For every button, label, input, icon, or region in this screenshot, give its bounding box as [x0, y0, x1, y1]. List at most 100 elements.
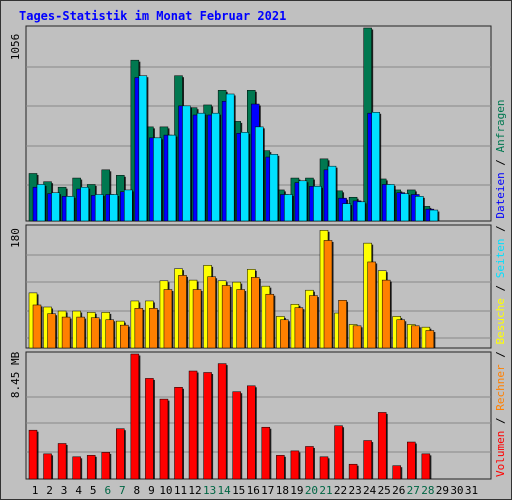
bar-visits-rechner-15 [236, 289, 245, 349]
bar-volume-volumen-22 [334, 425, 343, 480]
side-legend-rechner: Rechner [494, 364, 507, 411]
bar-hits-seiten-9 [153, 137, 162, 222]
bar-visits-rechner-14 [221, 285, 231, 349]
x-tick-23: 23 [348, 484, 361, 497]
bar-hits-seiten-22 [342, 203, 351, 222]
bar-visits-rechner-27 [411, 325, 420, 349]
bar-hits-seiten-24 [371, 112, 380, 222]
bar-volume-volumen-14 [217, 363, 227, 480]
bar-volume-volumen-2 [43, 453, 52, 480]
x-tick-29: 29 [436, 484, 449, 497]
x-tick-3: 3 [61, 484, 68, 497]
bar-hits-seiten-1 [36, 184, 46, 222]
x-tick-17: 17 [261, 484, 274, 497]
bar-hits-seiten-12 [196, 112, 206, 222]
bar-hits-seiten-18 [284, 194, 293, 222]
bar-volume-volumen-26 [392, 465, 401, 480]
side-legend-separator: / [494, 411, 507, 431]
bar-volume-volumen-13 [203, 372, 212, 480]
x-tick-18: 18 [276, 484, 289, 497]
x-tick-10: 10 [159, 484, 172, 497]
x-tick-27: 27 [407, 484, 420, 497]
side-legend-anfragen: Anfragen [494, 99, 507, 152]
bar-volume-volumen-20 [305, 446, 314, 480]
bar-visits-rechner-20 [309, 295, 318, 349]
x-tick-15: 15 [232, 484, 245, 497]
bar-volume-volumen-17 [261, 426, 271, 480]
bar-hits-seiten-19 [298, 180, 308, 222]
bar-volume-volumen-21 [319, 456, 329, 480]
bar-visits-rechner-5 [90, 317, 100, 349]
bar-hits-seiten-7 [124, 189, 133, 222]
bar-visits-rechner-23 [352, 325, 362, 349]
x-tick-20: 20 [305, 484, 318, 497]
bar-visits-rechner-12 [192, 289, 202, 349]
bar-hits-seiten-25 [385, 184, 395, 222]
bar-visits-rechner-13 [207, 276, 216, 349]
bar-visits-rechner-7 [120, 324, 129, 349]
bar-hits-seiten-26 [400, 193, 409, 222]
x-tick-12: 12 [188, 484, 201, 497]
bar-visits-rechner-8 [134, 308, 144, 349]
bar-volume-volumen-19 [290, 450, 300, 480]
bar-visits-rechner-9 [149, 308, 158, 349]
bar-visits-rechner-2 [47, 313, 56, 349]
side-legend-besuche: Besuche [494, 298, 507, 344]
x-tick-22: 22 [334, 484, 347, 497]
bar-visits-rechner-18 [280, 319, 289, 349]
bar-hits-seiten-4 [80, 186, 89, 222]
bar-visits-rechner-17 [265, 293, 275, 349]
x-tick-28: 28 [421, 484, 434, 497]
bar-volume-volumen-9 [145, 378, 154, 480]
bar-volume-volumen-16 [247, 385, 256, 480]
bar-volume-volumen-28 [421, 453, 431, 480]
bar-visits-rechner-1 [32, 304, 42, 349]
side-legend-volumen: Volumen [494, 431, 507, 477]
bar-volume-volumen-25 [377, 412, 387, 480]
bar-volume-volumen-24 [363, 440, 372, 480]
bar-hits-seiten-11 [182, 105, 191, 222]
bar-hits-seiten-16 [255, 126, 264, 222]
y-max-label-visits: 180 [9, 228, 22, 248]
side-legend: Volumen / Rechner / Besuche / Seiten / D… [494, 99, 507, 477]
side-legend-dateien: Dateien [494, 172, 507, 218]
x-tick-24: 24 [363, 484, 377, 497]
x-tick-31: 31 [465, 484, 478, 497]
side-legend-separator: / [494, 152, 507, 172]
side-legend-separator: / [494, 219, 507, 239]
chart-title: Tages-Statistik im Monat Februar 2021 [19, 9, 286, 23]
bar-volume-volumen-7 [116, 428, 125, 480]
bar-visits-rechner-6 [105, 319, 114, 349]
x-tick-19: 19 [290, 484, 303, 497]
x-tick-16: 16 [247, 484, 260, 497]
bar-hits-seiten-28 [429, 209, 439, 222]
bar-hits-seiten-14 [225, 93, 235, 222]
bar-visits-rechner-21 [323, 240, 333, 349]
side-legend-seiten: Seiten [494, 239, 507, 279]
x-tick-25: 25 [378, 484, 391, 497]
bar-visits-rechner-3 [61, 316, 71, 349]
bar-visits-rechner-10 [163, 289, 173, 349]
x-tick-5: 5 [90, 484, 97, 497]
bar-hits-seiten-21 [327, 165, 337, 222]
bar-volume-volumen-11 [174, 387, 183, 480]
bar-visits-rechner-19 [294, 307, 304, 349]
x-tick-2: 2 [46, 484, 53, 497]
bar-volume-volumen-18 [276, 455, 285, 480]
side-legend-separator: / [494, 345, 507, 365]
bar-hits-seiten-6 [109, 194, 118, 222]
x-tick-14: 14 [218, 484, 232, 497]
bar-hits-seiten-8 [138, 75, 148, 222]
bar-volume-volumen-1 [28, 429, 38, 480]
bar-visits-rechner-28 [425, 330, 435, 349]
bar-visits-rechner-22 [338, 300, 347, 349]
bar-visits-rechner-24 [367, 261, 376, 349]
bar-visits-rechner-26 [396, 319, 405, 349]
bar-hits-seiten-5 [94, 194, 104, 222]
y-max-label-hits: 1056 [9, 34, 22, 61]
bar-volume-volumen-8 [130, 353, 140, 480]
bar-visits-rechner-25 [381, 279, 391, 349]
bar-volume-volumen-27 [407, 441, 416, 480]
